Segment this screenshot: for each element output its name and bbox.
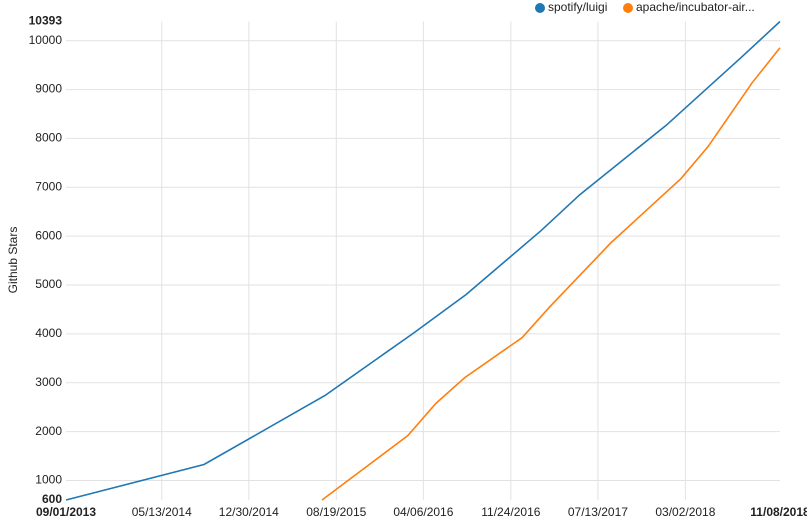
legend-label: spotify/luigi [548, 0, 607, 14]
y-tick-label: 3000 [35, 375, 62, 389]
x-tick-label: 11/24/2016 [481, 505, 540, 519]
y-tick-label: 4000 [35, 326, 62, 340]
x-tick-label: 03/02/2018 [655, 505, 715, 519]
x-tick-label: 04/06/2016 [393, 505, 453, 519]
legend-swatch [535, 3, 545, 13]
x-tick-label: 08/19/2015 [306, 505, 366, 519]
x-tick-label: 05/13/2014 [132, 505, 192, 519]
y-tick-label: 2000 [35, 424, 62, 438]
y-axis-label: Github Stars [6, 227, 20, 294]
y-tick-label: 600 [42, 492, 62, 506]
y-tick-label: 8000 [35, 131, 62, 145]
x-tick-label: 11/08/2018 [750, 505, 807, 519]
legend-label: apache/incubator-air... [636, 0, 755, 14]
y-tick-label: 7000 [35, 179, 62, 193]
y-tick-label: 6000 [35, 228, 62, 242]
legend-swatch [623, 3, 633, 13]
y-tick-label: 9000 [35, 82, 62, 96]
x-tick-label: 09/01/2013 [36, 505, 96, 519]
y-tick-label: 10393 [29, 14, 63, 28]
y-tick-label: 1000 [35, 473, 62, 487]
x-tick-label: 07/13/2017 [568, 505, 628, 519]
line-series [65, 20, 781, 501]
x-tick-label: 12/30/2014 [219, 505, 279, 519]
y-tick-label: 10000 [29, 33, 63, 47]
line-series [321, 47, 781, 501]
y-tick-label: 5000 [35, 277, 62, 291]
